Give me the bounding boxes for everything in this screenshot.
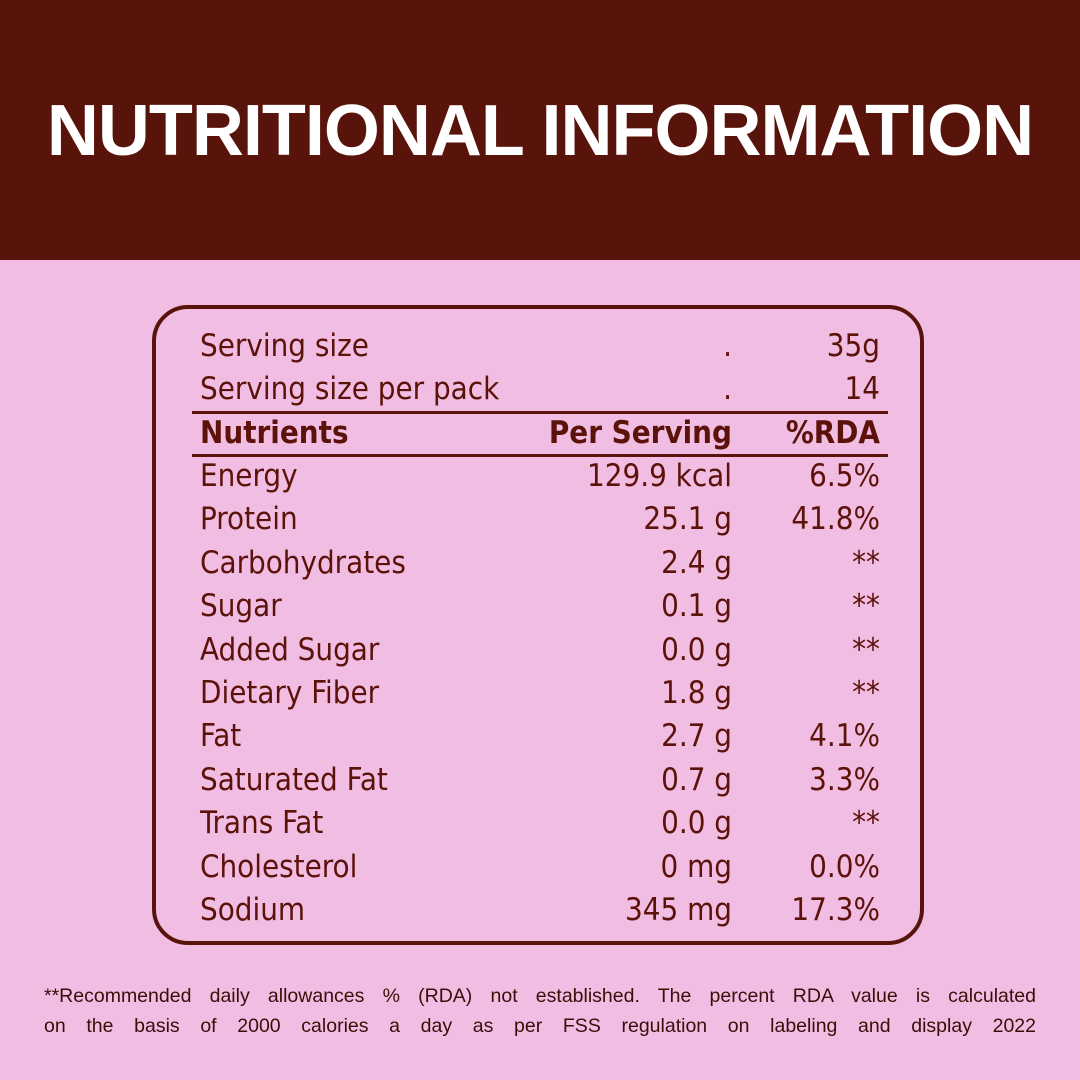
cell: Sugar [200, 588, 282, 625]
header-row: Nutrients Per Serving %RDA [200, 412, 880, 455]
cell: 41.8% [791, 501, 880, 538]
cell: 345 mg [625, 892, 732, 928]
cell: Trans Fat [200, 805, 324, 842]
nutrient-row: Trans Fat 0.0 g ** [200, 802, 880, 845]
cell: . [723, 328, 732, 364]
nutrient-row: Sugar 0.1 g ** [200, 585, 880, 628]
nutrient-row: Dietary Fiber 1.8 g ** [200, 672, 880, 715]
table-frame [152, 305, 924, 945]
footnote: **Recommended daily allowances % (RDA) n… [44, 985, 1036, 1007]
serving-row: Serving size per pack. 14 [200, 368, 880, 411]
cell: Protein [200, 501, 298, 538]
cell: Fat [200, 718, 242, 755]
cell: Saturated Fat [200, 761, 388, 798]
nutrient-row: Fat 2.7 g 4.1% [200, 715, 880, 758]
cell: 0.0 g [661, 631, 732, 668]
cell: Serving size per pack [200, 371, 500, 407]
header-band [0, 0, 1080, 260]
serving-row: Serving size. 35g [200, 325, 880, 368]
cell: 0.0% [809, 848, 880, 885]
cell: 0.7 g [661, 761, 732, 798]
cell: 0.1 g [661, 588, 732, 625]
cell: . [723, 371, 732, 407]
nutrient-row: Carbohydrates 2.4 g ** [200, 542, 880, 585]
cell: Nutrients [200, 415, 349, 451]
cell: ** [852, 675, 880, 711]
cell: 2.7 g [661, 718, 732, 755]
cell: 1.8 g [661, 675, 732, 711]
cell: 6.5% [809, 458, 880, 494]
nutrient-row: Saturated Fat 0.7 g 3.3% [200, 759, 880, 802]
footnote: on the basis of 2000 calories a day as p… [44, 1015, 1036, 1037]
cell: 4.1% [809, 718, 880, 755]
cell: 14 [844, 371, 880, 407]
cell: 3.3% [809, 761, 880, 798]
cell: Energy [200, 458, 298, 494]
cell: ** [852, 544, 880, 581]
cell: ** [852, 588, 880, 625]
cell: 129.9 kcal [587, 458, 732, 494]
cell: Cholesterol [200, 848, 358, 885]
rule [192, 411, 888, 414]
cell: 0 mg [660, 848, 732, 885]
cell: ** [852, 805, 880, 842]
title: NUTRITIONAL INFORMATION [46, 91, 1034, 171]
nutrient-row: Sodium 345 mg 17.3% [200, 889, 880, 932]
rule [192, 454, 888, 457]
cell: Dietary Fiber [200, 675, 380, 711]
cell: ** [852, 631, 880, 668]
nutrient-row: Protein 25.1 g 41.8% [200, 498, 880, 541]
cell: Added Sugar [200, 631, 380, 668]
cell: Serving size [200, 328, 369, 364]
nutrient-row: Cholesterol 0 mg 0.0% [200, 846, 880, 889]
cell: %RDA [785, 415, 880, 451]
cell: Per Serving [548, 415, 732, 451]
nutrient-row: Added Sugar 0.0 g ** [200, 629, 880, 672]
cell: 0.0 g [661, 805, 732, 842]
cell: 2.4 g [661, 544, 732, 581]
cell: Carbohydrates [200, 544, 406, 581]
cell: 35g [826, 328, 880, 364]
nutrient-row: Energy 129.9 kcal 6.5% [200, 455, 880, 498]
cell: 17.3% [791, 892, 880, 928]
cell: 25.1 g [643, 501, 732, 538]
cell: Sodium [200, 892, 306, 928]
